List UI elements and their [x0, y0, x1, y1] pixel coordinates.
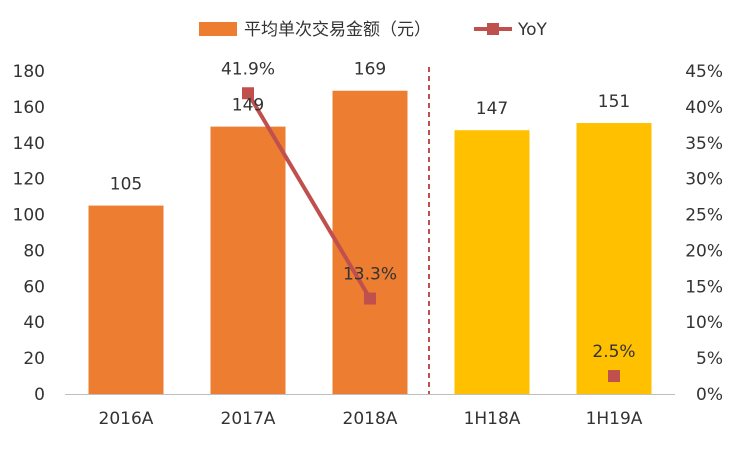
- left-tick-label: 160: [13, 98, 45, 118]
- right-tick-label: 10%: [685, 313, 723, 333]
- legend-swatch-bar: [199, 22, 237, 36]
- left-tick-label: 100: [13, 206, 45, 226]
- yoy-value-label: 13.3%: [343, 265, 397, 285]
- left-tick-label: 0: [34, 385, 45, 405]
- right-tick-label: 15%: [685, 277, 723, 297]
- bar: [454, 130, 530, 394]
- yoy-marker: [364, 292, 376, 305]
- left-tick-label: 80: [23, 241, 45, 261]
- yoy-value-label: 2.5%: [592, 342, 635, 362]
- right-tick-label: 45%: [685, 62, 723, 82]
- bar-value-label: 151: [598, 92, 630, 112]
- left-tick-label: 40: [23, 313, 45, 333]
- bar-value-label: 147: [476, 99, 508, 119]
- right-axis-ticks: 0% 5% 10% 15% 20% 25% 30% 35% 40% 45%: [685, 62, 723, 405]
- bar: [576, 123, 652, 395]
- category-label: 1H19A: [586, 409, 643, 429]
- right-tick-label: 20%: [685, 241, 723, 261]
- bar: [332, 90, 408, 394]
- legend-marker-yoy: [487, 23, 499, 35]
- left-tick-label: 60: [23, 277, 45, 297]
- right-tick-label: 40%: [685, 98, 723, 118]
- category-label: 2018A: [343, 409, 398, 429]
- right-tick-label: 0%: [696, 385, 723, 405]
- legend-label-yoy: YoY: [517, 20, 548, 40]
- left-tick-label: 140: [13, 134, 45, 154]
- x-axis: 2016A 2017A 2018A 1H18A 1H19A: [65, 394, 675, 429]
- bar-value-label: 169: [354, 60, 386, 80]
- category-label: 1H18A: [464, 409, 521, 429]
- right-tick-label: 35%: [685, 134, 723, 154]
- left-tick-label: 20: [23, 349, 45, 369]
- right-tick-label: 30%: [685, 170, 723, 190]
- legend: 平均单次交易金额（元） YoY: [199, 20, 548, 40]
- left-axis-ticks: 0 20 40 60 80 100 120 140 160 180: [13, 62, 45, 405]
- bar-value-label: 149: [232, 96, 264, 116]
- category-label: 2016A: [99, 409, 154, 429]
- bar-series: [88, 90, 652, 395]
- line-series: [242, 87, 620, 383]
- yoy-marker: [608, 370, 620, 383]
- bar-value-label: 105: [110, 175, 142, 195]
- left-tick-label: 120: [13, 170, 45, 190]
- bar: [210, 126, 286, 394]
- yoy-marker: [242, 87, 254, 100]
- category-label: 2017A: [221, 409, 276, 429]
- right-tick-label: 25%: [685, 206, 723, 226]
- data-labels: 105 149 169 147 151 41.9% 13.3% 2.5%: [110, 59, 636, 362]
- left-tick-label: 180: [13, 62, 45, 82]
- yoy-value-label: 41.9%: [221, 59, 275, 79]
- legend-label-bar: 平均单次交易金额（元）: [244, 20, 431, 40]
- right-tick-label: 5%: [696, 349, 723, 369]
- bar: [88, 205, 164, 394]
- yoy-line-segment: [246, 92, 372, 300]
